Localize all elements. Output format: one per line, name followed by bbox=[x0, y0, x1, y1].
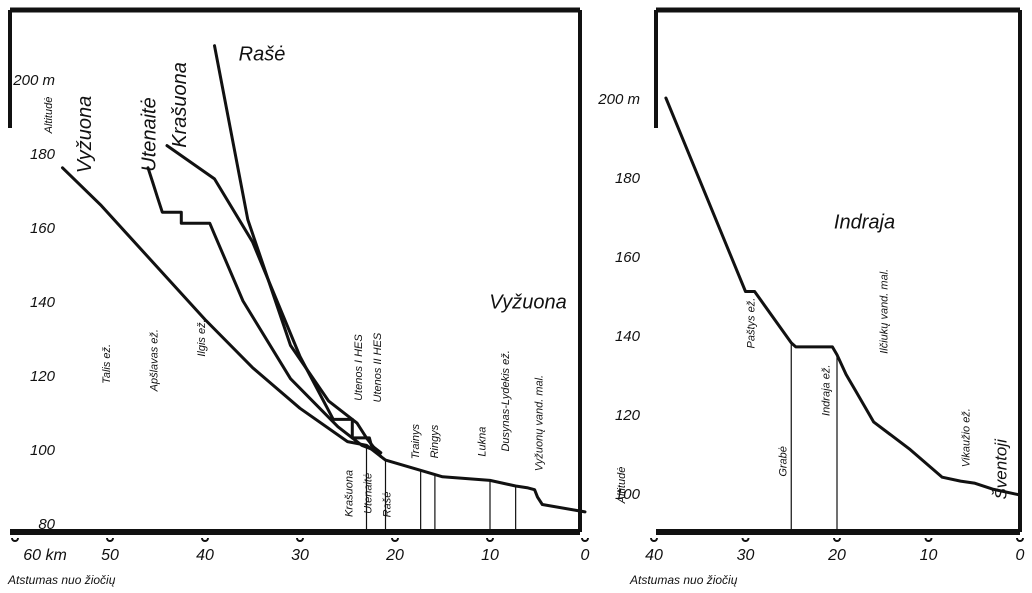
x-tick-label: 10 bbox=[920, 547, 938, 564]
x-tick-label: 20 bbox=[385, 547, 404, 564]
annotation-label: Vyžuonų vand. mal. bbox=[533, 375, 545, 471]
annotation-label: Ilgis ež. bbox=[196, 319, 208, 356]
annotation-label: Šventoji bbox=[991, 438, 1010, 500]
annotation-label: Vyžuona bbox=[489, 291, 566, 313]
annotation-label: Trainys bbox=[410, 423, 422, 459]
series-line-utenaitė bbox=[146, 166, 373, 451]
annotation-label: Apšlavas ež. bbox=[149, 329, 161, 392]
annotation-label: Dusynas-Lydekis ež. bbox=[500, 350, 512, 451]
annotation-label: Rašė bbox=[381, 492, 393, 518]
annotation-label: Lukna bbox=[476, 427, 488, 457]
annotation-label: Vyžuona bbox=[74, 96, 96, 173]
annotation-label: Vikaužio ež. bbox=[961, 408, 973, 467]
annotation-label: Talis ež. bbox=[101, 344, 113, 384]
x-tick-label: 30 bbox=[737, 547, 755, 564]
x-tick-mark bbox=[11, 537, 19, 542]
annotation-label: Grabė bbox=[778, 446, 790, 477]
series-line-rašė bbox=[213, 44, 383, 458]
annotation-label: Ringys bbox=[429, 424, 441, 458]
annotation-label: Ilčiukų vand. mal. bbox=[878, 269, 890, 354]
x-tick-label: 30 bbox=[291, 547, 309, 564]
series-line-indraja bbox=[664, 96, 1022, 497]
annotation-label: Indraja bbox=[834, 211, 895, 233]
y-tick-label: 80 bbox=[38, 516, 55, 533]
y-tick-label: 160 bbox=[615, 249, 641, 266]
x-tick-mark bbox=[581, 537, 589, 542]
x-tick-mark bbox=[201, 537, 209, 542]
y-tick-label: 200 m bbox=[12, 72, 55, 89]
y-tick-label: 180 bbox=[615, 170, 641, 187]
annotation-label: Krašuona bbox=[343, 470, 355, 517]
y-tick-label: 140 bbox=[30, 294, 56, 311]
y-axis-label: Altitudė bbox=[43, 97, 55, 135]
y-tick-label: 180 bbox=[30, 146, 56, 163]
annotation-label: Utenos II HES bbox=[372, 332, 384, 402]
x-tick-label: 60 km bbox=[23, 547, 67, 564]
annotation-label: Utenos I HES bbox=[353, 334, 365, 401]
x-tick-mark bbox=[650, 537, 658, 542]
y-tick-label: 120 bbox=[615, 407, 641, 424]
x-tick-label: 50 bbox=[101, 547, 119, 564]
series-line-vyžuona bbox=[61, 166, 587, 514]
y-tick-label: 200 m bbox=[597, 91, 640, 108]
x-axis-label: Atstumas nuo žiočių bbox=[629, 573, 738, 587]
x-tick-label: 0 bbox=[1016, 547, 1025, 564]
y-axis-label: Altitudė bbox=[616, 467, 628, 505]
x-tick-mark bbox=[486, 537, 494, 542]
x-tick-label: 20 bbox=[827, 547, 846, 564]
annotation-label: Krašuona bbox=[169, 62, 191, 148]
y-tick-label: 120 bbox=[30, 368, 56, 385]
x-tick-label: 40 bbox=[196, 547, 214, 564]
annotation-label: Rašė bbox=[239, 44, 286, 66]
annotation-label: Paštys ež. bbox=[746, 298, 758, 349]
y-tick-label: 100 bbox=[30, 442, 56, 459]
y-tick-label: 160 bbox=[30, 220, 56, 237]
x-tick-mark bbox=[1016, 537, 1024, 542]
x-tick-mark bbox=[741, 537, 750, 542]
x-tick-mark bbox=[296, 537, 304, 542]
x-tick-mark bbox=[106, 537, 114, 542]
y-tick-label: 140 bbox=[615, 328, 641, 345]
annotation-label: Indraja ež. bbox=[821, 365, 833, 416]
x-tick-label: 40 bbox=[645, 547, 663, 564]
y-tick-label: 100 bbox=[615, 486, 641, 503]
annotation-label: Utenaitė bbox=[139, 97, 161, 172]
x-tick-mark bbox=[833, 537, 841, 542]
annotation-label: Utenaitė bbox=[362, 473, 374, 514]
x-tick-mark bbox=[391, 537, 399, 542]
x-tick-label: 0 bbox=[581, 547, 590, 564]
x-tick-label: 10 bbox=[481, 547, 499, 564]
x-tick-mark bbox=[924, 537, 933, 542]
x-axis-label: Atstumas nuo žiočių bbox=[7, 573, 116, 587]
